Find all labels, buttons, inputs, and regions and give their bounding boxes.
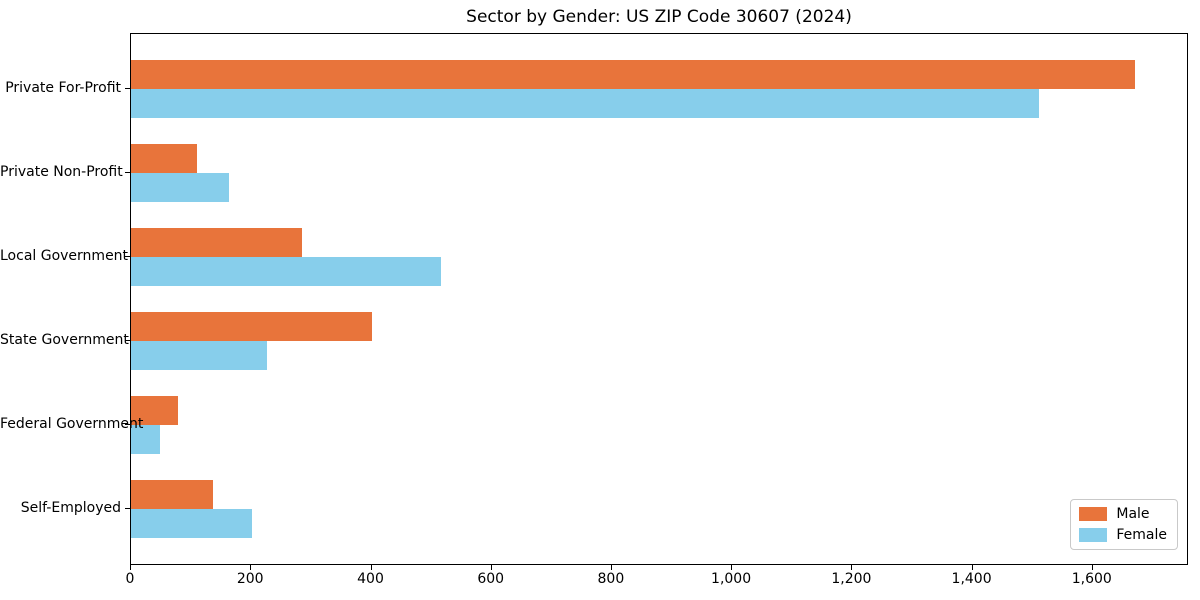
xtick-mark bbox=[851, 565, 853, 570]
ytick-mark bbox=[125, 508, 130, 509]
chart-title: Sector by Gender: US ZIP Code 30607 (202… bbox=[466, 7, 852, 27]
xtick-label-400: 400 bbox=[357, 571, 384, 587]
ytick-label-private-for-profit: Private For-Profit bbox=[5, 80, 121, 96]
bar-female-federal-government bbox=[131, 425, 160, 454]
xtick-label-0: 0 bbox=[125, 571, 135, 587]
legend-entry-female: Female bbox=[1079, 527, 1167, 543]
xtick-mark bbox=[1091, 565, 1093, 570]
xtick-label-600: 600 bbox=[477, 571, 505, 587]
male-color-swatch bbox=[1079, 507, 1108, 521]
female-color-swatch bbox=[1079, 528, 1108, 542]
legend-label-male: Male bbox=[1116, 506, 1150, 522]
xtick-mark bbox=[610, 565, 612, 570]
bar-male-self-employed bbox=[131, 480, 213, 509]
bar-male-federal-government bbox=[131, 396, 178, 425]
ytick-mark bbox=[125, 88, 130, 89]
bar-female-self-employed bbox=[131, 509, 252, 538]
xtick-mark bbox=[490, 565, 492, 570]
bar-female-private-for-profit bbox=[131, 89, 1039, 118]
xtick-label-1000: 1,000 bbox=[711, 571, 752, 587]
xtick-label-800: 800 bbox=[597, 571, 625, 587]
bar-male-private-for-profit bbox=[131, 60, 1135, 89]
xtick-mark bbox=[130, 565, 131, 570]
legend-entry-male: Male bbox=[1079, 506, 1167, 522]
legend: Male Female bbox=[1070, 499, 1178, 550]
plot-area bbox=[130, 33, 1188, 565]
legend-label-female: Female bbox=[1116, 527, 1167, 543]
ytick-label-self-employed: Self-Employed bbox=[20, 500, 121, 516]
bar-male-state-government bbox=[131, 312, 372, 341]
xtick-label-1400: 1,400 bbox=[951, 571, 992, 587]
ytick-label-state-government: State Government bbox=[0, 332, 129, 348]
ytick-label-local-government: Local Government bbox=[0, 248, 129, 264]
ytick-mark bbox=[125, 256, 130, 257]
bar-female-state-government bbox=[131, 341, 267, 370]
ytick-label-private-non-profit: Private Non-Profit bbox=[0, 164, 123, 180]
xtick-mark bbox=[370, 565, 372, 570]
ytick-mark bbox=[125, 172, 130, 173]
xtick-mark bbox=[250, 565, 252, 570]
xtick-mark bbox=[971, 565, 973, 570]
bar-male-local-government bbox=[131, 228, 303, 257]
xtick-label-200: 200 bbox=[236, 571, 264, 587]
bar-male-private-non-profit bbox=[131, 144, 198, 173]
ytick-mark bbox=[125, 340, 130, 341]
xtick-label-1200: 1,200 bbox=[831, 571, 872, 587]
xtick-label-1600: 1,600 bbox=[1071, 571, 1112, 587]
ytick-mark bbox=[125, 424, 130, 425]
xtick-mark bbox=[731, 565, 733, 570]
bar-female-local-government bbox=[131, 257, 441, 286]
bar-female-private-non-profit bbox=[131, 173, 229, 202]
ytick-label-federal-government: Federal Government bbox=[0, 416, 144, 432]
